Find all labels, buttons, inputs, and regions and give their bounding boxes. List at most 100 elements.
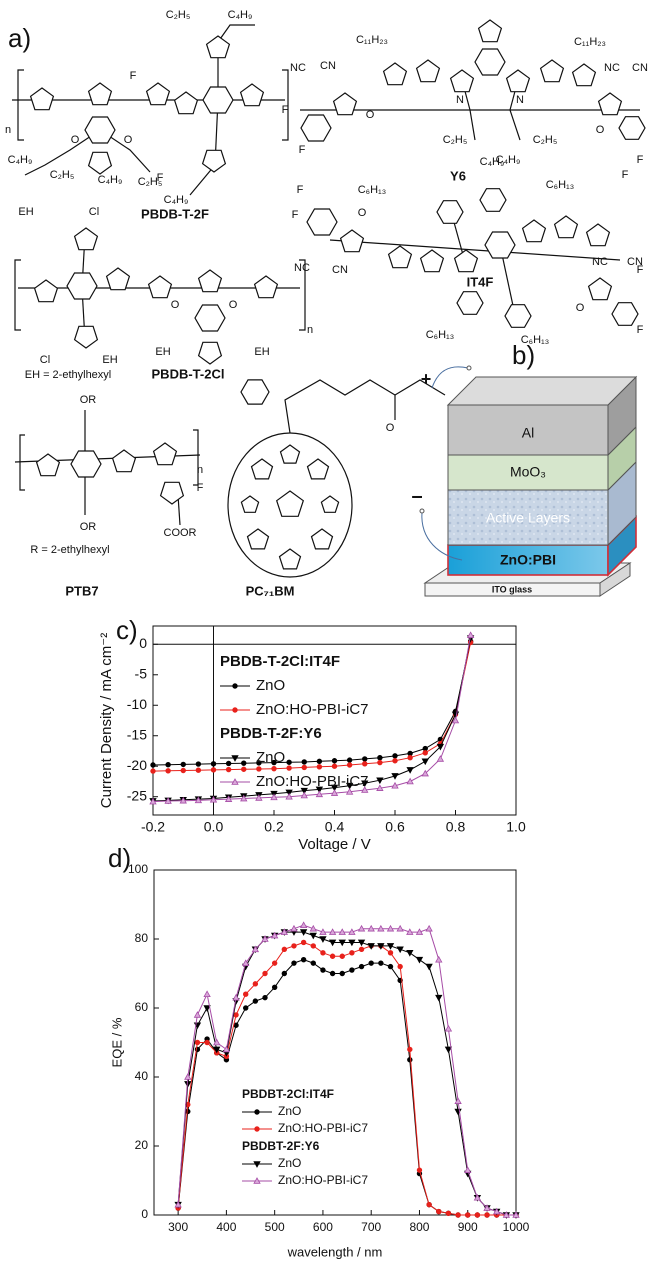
legend-title: PBDBT-2F:Y6 <box>242 1139 320 1153</box>
data-point <box>466 631 475 638</box>
data-point <box>386 924 395 932</box>
data-point <box>256 760 262 766</box>
data-point <box>386 943 395 950</box>
series-line <box>152 638 472 802</box>
ring <box>306 208 338 236</box>
data-point <box>435 955 443 963</box>
y-tick-label: -25 <box>127 787 147 803</box>
data-point <box>357 924 366 932</box>
molecule-name: Y6 <box>450 168 466 183</box>
y-tick-label: -5 <box>135 665 148 681</box>
atom-label: F <box>637 264 644 276</box>
ring <box>197 269 223 293</box>
atom-label: F <box>637 154 644 166</box>
ring <box>477 19 503 43</box>
atom-label: O <box>596 124 605 136</box>
ring <box>250 458 274 480</box>
atom-label: F <box>297 184 304 196</box>
ring <box>597 92 623 116</box>
y-tick-label: -15 <box>127 726 147 742</box>
atom-label: CN <box>632 62 648 74</box>
legend-title: PBDB-T-2F:Y6 <box>220 725 322 742</box>
ring <box>84 116 116 144</box>
bracket <box>282 69 289 141</box>
data-point <box>309 924 317 932</box>
ring <box>201 149 227 173</box>
ring <box>521 219 547 243</box>
data-point <box>243 991 249 997</box>
ring <box>145 82 171 106</box>
atom-label: EH <box>18 206 33 218</box>
data-point <box>358 963 365 970</box>
data-point <box>310 960 316 966</box>
ring <box>205 35 231 59</box>
data-point <box>474 1212 481 1218</box>
data-point <box>300 956 307 963</box>
y-tick-label: 80 <box>135 931 149 945</box>
data-point <box>315 786 324 794</box>
data-point <box>367 943 375 950</box>
y-tick-label: -20 <box>127 757 147 773</box>
note: R = 2-ethylhexyl <box>30 544 109 556</box>
x-tick-label: -0.2 <box>141 819 165 835</box>
data-point <box>210 761 217 767</box>
layer-label: Active Layers <box>486 510 570 526</box>
atom-label: O <box>229 299 238 311</box>
atom-label: C₂H₅ <box>50 169 75 181</box>
data-point <box>291 960 297 966</box>
x-tick-label: 700 <box>361 1220 381 1234</box>
data-point <box>455 1212 461 1218</box>
ring <box>484 231 516 259</box>
data-point <box>357 939 366 947</box>
layer-label: MoO₃ <box>510 464 546 480</box>
y-axis-label: Current Density / mA cm⁻² <box>98 633 115 808</box>
ring <box>275 490 305 517</box>
ring <box>320 495 340 513</box>
data-point <box>194 796 203 804</box>
data-point <box>256 766 262 772</box>
ring <box>382 62 408 86</box>
ring <box>611 302 639 326</box>
atom-label: O <box>386 422 395 434</box>
data-point <box>483 1204 491 1211</box>
ring <box>456 291 484 315</box>
atom-label: NC <box>294 262 310 274</box>
ring <box>449 69 475 93</box>
data-point <box>391 781 399 789</box>
atom-label: EH <box>254 346 269 358</box>
wire <box>421 511 463 561</box>
ring <box>310 528 334 550</box>
atom-label: OR <box>80 521 97 533</box>
layer-label: Al <box>522 425 534 441</box>
data-point <box>280 928 288 935</box>
ring <box>585 223 611 247</box>
atom-label: C₄H₉ <box>164 194 189 206</box>
atom-label: F <box>157 172 164 184</box>
bracket <box>193 429 199 486</box>
data-point <box>451 716 460 724</box>
legend-label: ZnO:HO-PBI-iC7 <box>278 1121 368 1135</box>
zno-front <box>447 544 609 576</box>
data-point <box>338 939 346 947</box>
data-point <box>231 778 239 785</box>
atom-label: EH <box>155 346 170 358</box>
data-point <box>421 769 429 777</box>
x-axis-label: Voltage / V <box>298 836 371 853</box>
bracket <box>299 259 306 331</box>
data-point <box>291 943 297 949</box>
y-tick-label: 0 <box>141 1207 148 1221</box>
data-point <box>270 931 279 939</box>
ring <box>253 275 279 299</box>
y-tick-label: -10 <box>127 696 147 712</box>
series-line <box>177 924 516 1216</box>
ring <box>553 215 579 239</box>
data-point <box>213 1038 221 1046</box>
ring <box>194 304 226 332</box>
panel-label: c) <box>116 615 138 645</box>
data-point <box>255 794 263 801</box>
data-point <box>243 1005 249 1011</box>
x-tick-label: 500 <box>265 1220 285 1234</box>
data-point <box>348 939 356 947</box>
data-point <box>232 683 238 689</box>
atom-label: C₁₁H₂₃ <box>356 34 388 46</box>
